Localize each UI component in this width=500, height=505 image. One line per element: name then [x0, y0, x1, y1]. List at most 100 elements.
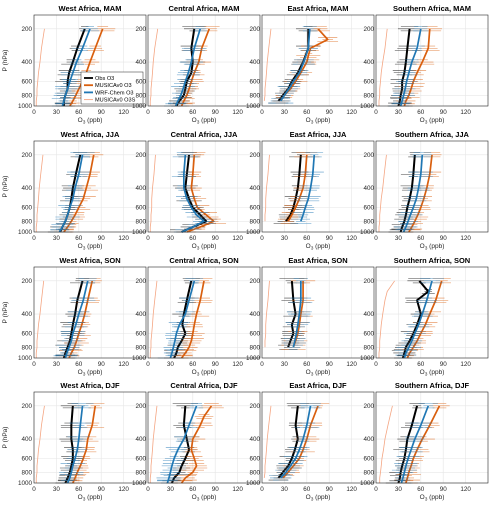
x-tick-label: 120 — [118, 235, 129, 242]
x-tick-label: 60 — [75, 486, 83, 493]
panel: 0 30 60 90 120 200 400 600 800 1000 O3 (ppb) East A… — [246, 130, 375, 252]
series — [393, 403, 450, 484]
series-line — [35, 154, 44, 232]
series — [263, 405, 272, 479]
x-tick-label: 120 — [118, 361, 129, 368]
y-tick-label: 200 — [21, 403, 32, 410]
y-tick-label: 200 — [135, 152, 146, 159]
x-tick-label: 120 — [346, 109, 357, 116]
series-line — [35, 28, 45, 106]
x-tick-label: 90 — [326, 486, 334, 493]
x-axis-label: O3 (ppb) — [78, 369, 103, 378]
series — [390, 403, 438, 484]
y-tick-label: 200 — [363, 152, 374, 159]
y-tick-label: 600 — [249, 331, 260, 338]
x-tick-label: 30 — [281, 235, 289, 242]
panel: 0 30 60 90 120 200 400 600 800 1000 O3 (ppb) Southe… — [360, 4, 489, 126]
y-tick-label: 1000 — [18, 229, 33, 236]
plot-frame — [147, 391, 261, 484]
series — [378, 280, 395, 358]
x-tick-label: 120 — [460, 361, 471, 368]
panel-title: Southern Africa, DJF — [395, 381, 470, 390]
y-tick-label: 400 — [135, 59, 146, 66]
panel: 0 30 60 90 120 200 400 600 800 1000 O3 (ppb) Centra… — [132, 4, 261, 126]
panel-title: Central Africa, SON — [169, 256, 238, 265]
y-tick-label: 1000 — [18, 103, 33, 110]
series — [50, 152, 95, 233]
series-line — [399, 28, 422, 107]
series-line — [149, 154, 156, 232]
series — [149, 405, 158, 483]
y-tick-label: 1000 — [18, 480, 33, 487]
x-axis-label: O3 (ppb) — [306, 243, 331, 252]
series — [271, 403, 330, 481]
y-tick-label: 800 — [21, 92, 32, 99]
plot-frame — [33, 266, 147, 359]
x-tick-label: 90 — [326, 235, 334, 242]
y-tick-label: 600 — [249, 205, 260, 212]
panel-title: East Africa, MAM — [288, 4, 349, 13]
series — [264, 280, 270, 348]
legend-label: Obs O3 — [95, 76, 114, 82]
y-tick-label: 400 — [135, 436, 146, 443]
series-line — [401, 280, 430, 359]
x-tick-label: 120 — [232, 486, 243, 493]
y-tick-label: 600 — [135, 205, 146, 212]
series-line — [300, 154, 316, 222]
y-tick-label: 800 — [363, 218, 374, 225]
series-line — [264, 154, 270, 222]
series-line — [277, 405, 299, 479]
x-tick-label: 60 — [75, 235, 83, 242]
plot-frame — [375, 266, 489, 359]
series-line — [180, 280, 205, 359]
y-tick-label: 600 — [21, 205, 32, 212]
series — [164, 26, 207, 107]
panel: 0 30 60 90 120 200 400 600 800 1000 O3 (ppb) Centra… — [132, 381, 261, 503]
series-line — [263, 405, 272, 479]
x-tick-label: 60 — [303, 235, 311, 242]
y-tick-label: 800 — [135, 92, 146, 99]
series — [268, 26, 321, 104]
x-axis-label: O3 (ppb) — [192, 243, 217, 252]
x-tick-label: 120 — [232, 109, 243, 116]
y-axis-label: P (hPa) — [2, 50, 9, 72]
legend-label: MUSICAv0 O3 — [95, 83, 132, 89]
series — [35, 280, 45, 358]
x-tick-label: 60 — [417, 235, 425, 242]
y-tick-label: 200 — [249, 403, 260, 410]
y-tick-label: 800 — [249, 218, 260, 225]
series — [388, 152, 426, 233]
x-axis-label: O3 (ppb) — [306, 494, 331, 503]
x-tick-label: 0 — [374, 486, 378, 493]
y-tick-label: 200 — [21, 26, 32, 33]
x-tick-label: 60 — [303, 361, 311, 368]
y-tick-label: 600 — [135, 79, 146, 86]
series — [157, 278, 204, 359]
y-tick-label: 200 — [363, 403, 374, 410]
series — [379, 405, 393, 483]
y-tick-label: 800 — [135, 344, 146, 351]
y-tick-label: 1000 — [246, 355, 261, 362]
y-tick-label: 600 — [363, 456, 374, 463]
panel-title: West Africa, SON — [59, 256, 120, 265]
x-tick-label: 120 — [346, 486, 357, 493]
panel-title: West Africa, JJA — [61, 130, 120, 139]
x-tick-label: 60 — [303, 109, 311, 116]
y-tick-label: 200 — [21, 278, 32, 285]
series-line — [66, 405, 84, 484]
plot-frame — [147, 140, 261, 233]
y-tick-label: 600 — [21, 456, 32, 463]
x-tick-label: 0 — [32, 109, 36, 116]
series-line — [170, 405, 191, 484]
series — [55, 403, 85, 484]
x-tick-label: 60 — [189, 486, 197, 493]
series — [35, 28, 45, 106]
y-tick-label: 400 — [21, 311, 32, 318]
plot-frame — [33, 14, 147, 107]
panel-title: Central Africa, JJA — [171, 130, 238, 139]
y-tick-label: 200 — [363, 278, 374, 285]
x-tick-label: 30 — [395, 486, 403, 493]
series-line — [379, 405, 393, 483]
x-tick-label: 60 — [75, 109, 83, 116]
